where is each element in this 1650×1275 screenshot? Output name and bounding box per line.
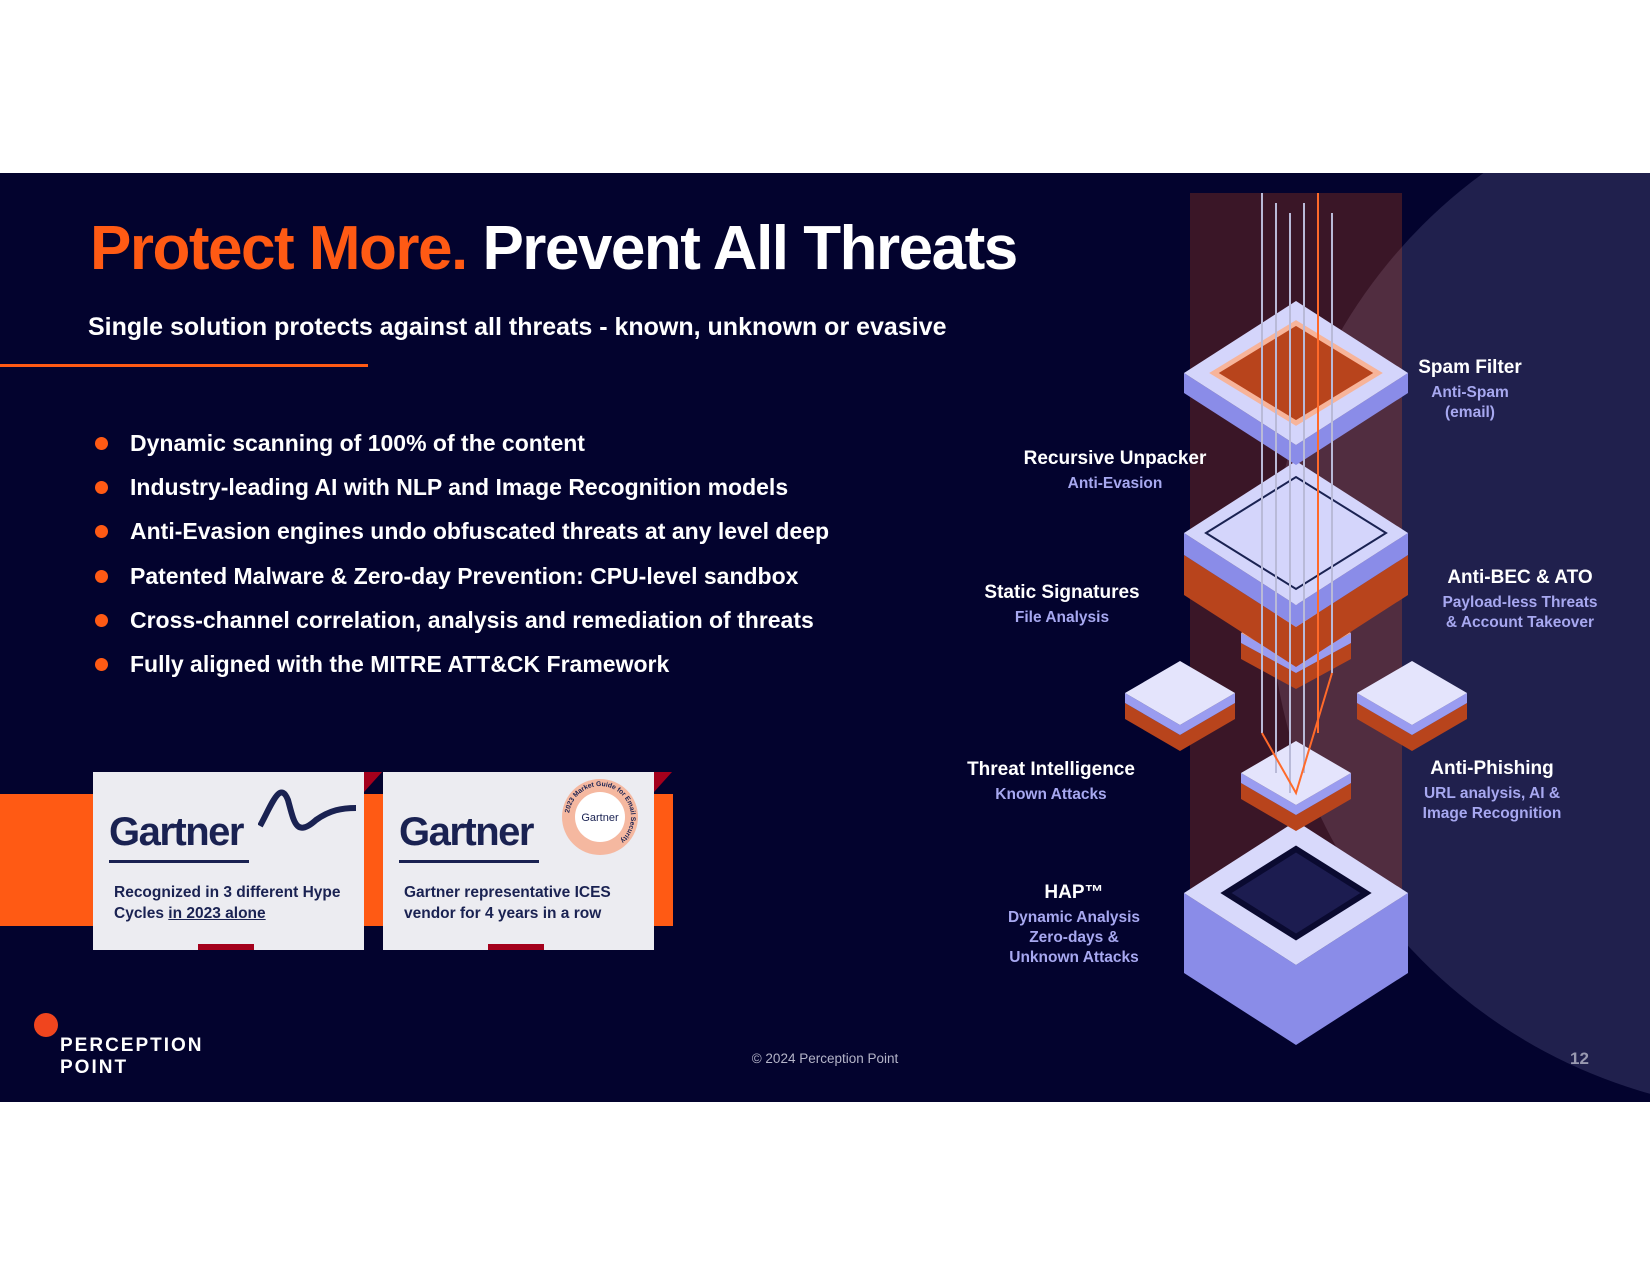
- bullet-icon: [95, 436, 108, 450]
- logo-line: PERCEPTION: [60, 1035, 204, 1056]
- list-item: Dynamic scanning of 100% of the content: [92, 421, 829, 465]
- logo-underline: [109, 860, 249, 863]
- subtitle: Single solution protects against all thr…: [88, 313, 947, 341]
- label-sub: Anti-Spam: [1431, 384, 1509, 401]
- spam-layer-side: [1184, 373, 1408, 465]
- label-sub: Dynamic Analysis: [1007, 909, 1141, 926]
- perception-point-logo-icon: [34, 1013, 58, 1037]
- card-tab: [488, 944, 544, 950]
- unpacker-layer-glow: [1184, 555, 1408, 667]
- label-hap: HAP™ Dynamic Analysis Zero-days & Unknown A…: [1008, 882, 1140, 968]
- label-sub: Known Attacks: [995, 786, 1107, 803]
- bullet-icon: [95, 613, 108, 627]
- card-tab: [198, 944, 254, 950]
- page-title: Protect More. Prevent All Threats: [90, 213, 1018, 284]
- unpacker-layer-side: [1184, 533, 1408, 627]
- label-spam-filter: Spam Filter Anti-Spam (email): [1418, 357, 1521, 423]
- label-title: Spam Filter: [1418, 357, 1522, 378]
- unpacker-layer-top: [1184, 461, 1408, 605]
- gartner-logo: Gartner: [399, 810, 535, 854]
- ti-slab-left-side: [1125, 693, 1235, 735]
- market-guide-badge: 2023 Market Guide for Email Security Gar…: [562, 779, 638, 855]
- gartner-hype-card: Gartner Recognized in 3 different Hype C…: [93, 772, 364, 950]
- label-title: Anti-Phishing: [1430, 758, 1554, 779]
- threat-stream-converge: [1261, 672, 1333, 796]
- hype-curve-icon: [258, 789, 357, 831]
- label-sub: URL analysis, AI &: [1423, 785, 1561, 802]
- bullet-text: Anti-Evasion engines undo obfuscated thr…: [130, 518, 830, 545]
- label-title: Anti-BEC & ATO: [1447, 567, 1593, 588]
- card-text: Gartner representative ICES vendor for 4…: [404, 884, 611, 922]
- label-recursive-unpacker: Recursive Unpacker Anti-Evasion: [1024, 448, 1207, 494]
- badge-label: Gartner: [581, 812, 619, 824]
- bullet-icon: [95, 525, 108, 539]
- list-item: Cross-channel correlation, analysis and …: [92, 598, 829, 642]
- security-layers-illustration: [1125, 173, 1650, 1094]
- bullet-text: Fully aligned with the MITRE ATT&CK Fram…: [130, 651, 670, 678]
- bullet-icon: [95, 569, 108, 583]
- bullet-text: Cross-channel correlation, analysis and …: [130, 606, 814, 633]
- label-title: Static Signatures: [984, 582, 1140, 603]
- list-item: Patented Malware & Zero-day Prevention: …: [92, 554, 829, 598]
- card-fold: [654, 772, 672, 792]
- slide: Protect More. Prevent All Threats Single…: [0, 173, 1650, 1102]
- unpacker-outline: [1204, 475, 1388, 591]
- ti-slab-left-glow: [1125, 703, 1235, 751]
- label-title: Threat Intelligence: [967, 759, 1135, 780]
- phishing-slab-right-glow: [1357, 703, 1467, 751]
- label-static-signatures: Static Signatures File Analysis: [984, 582, 1139, 628]
- card-fold: [364, 772, 382, 792]
- perception-point-logo: PERCEPTION POINT: [60, 1035, 204, 1079]
- badge-center: [575, 792, 625, 842]
- page-number: 12: [1570, 1049, 1589, 1068]
- logo-line: POINT: [60, 1057, 129, 1078]
- label-anti-bec: Anti-BEC & ATO Payload-less Threats & Acco…: [1442, 567, 1597, 633]
- label-sub: Zero-days &: [1029, 929, 1119, 946]
- bullet-text: Industry-leading AI with NLP and Image R…: [130, 473, 789, 500]
- bullet-text: Patented Malware & Zero-day Prevention: …: [130, 562, 799, 589]
- bullet-text: Dynamic scanning of 100% of the content: [130, 429, 585, 456]
- cpu-chip-icon: [1220, 845, 1372, 941]
- label-sub: File Analysis: [1014, 609, 1110, 626]
- phishing-slab-right-top: [1357, 661, 1467, 725]
- gartner-logo: Gartner: [109, 810, 245, 854]
- spam-filter-opening: [1209, 320, 1383, 426]
- label-sub: (email): [1445, 404, 1495, 421]
- card-text: Recognized in 3 different Hype Cycles in…: [114, 882, 364, 924]
- title-main: Prevent All Threats: [482, 214, 1018, 283]
- phishing-slab-center-top: [1241, 741, 1351, 805]
- bullet-icon: [95, 658, 108, 672]
- gartner-ices-card: Gartner 2023 Market Guide for Email Secu…: [383, 772, 654, 950]
- feature-list: Dynamic scanning of 100% of the content …: [92, 421, 829, 687]
- label-sub: Payload-less Threats: [1442, 594, 1598, 611]
- label-sub: Image Recognition: [1422, 805, 1562, 822]
- label-sub: Unknown Attacks: [1009, 949, 1139, 966]
- title-highlight: Protect More.: [90, 214, 468, 283]
- divider: [0, 364, 368, 367]
- ti-slab-left-top: [1125, 661, 1235, 725]
- label-title: HAP™: [1044, 882, 1104, 903]
- list-item: Industry-leading AI with NLP and Image R…: [92, 465, 829, 509]
- card-text-main: Recognized in 3 different Hype Cycles: [114, 884, 341, 922]
- logo-underline: [399, 860, 539, 863]
- list-item: Fully aligned with the MITRE ATT&CK Fram…: [92, 642, 829, 686]
- phishing-slab-right-side: [1357, 693, 1467, 735]
- phishing-slab-center-side: [1241, 773, 1351, 815]
- card-link[interactable]: in 2023 alone: [168, 905, 266, 922]
- label-anti-phishing: Anti-Phishing URL analysis, AI & Image Rec…: [1423, 758, 1562, 824]
- list-item: Anti-Evasion engines undo obfuscated thr…: [92, 510, 829, 554]
- label-sub: Anti-Evasion: [1067, 475, 1163, 492]
- bullet-icon: [95, 480, 108, 494]
- hap-base-side: [1184, 893, 1408, 1045]
- phishing-slab-center-glow: [1241, 783, 1351, 831]
- label-title: Recursive Unpacker: [1023, 448, 1207, 469]
- label-threat-intelligence: Threat Intelligence Known Attacks: [967, 759, 1135, 805]
- copyright: © 2024 Perception Point: [751, 1051, 899, 1066]
- label-sub: & Account Takeover: [1445, 614, 1595, 631]
